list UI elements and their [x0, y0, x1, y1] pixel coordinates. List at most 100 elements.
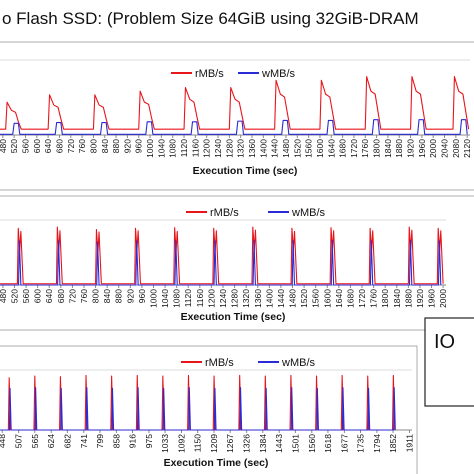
x-tick-label: 1040 [156, 139, 166, 158]
x-tick-label: 1400 [264, 289, 274, 308]
x-tick-label: 1600 [322, 289, 332, 308]
x-tick-label: 1326 [242, 434, 252, 453]
x-axis-title: Execution Time (sec) [193, 165, 298, 177]
x-tick-label: 1618 [323, 434, 333, 453]
x-tick-label: 840 [102, 289, 112, 303]
x-tick-label: 600 [32, 139, 42, 153]
x-tick-label: 720 [67, 289, 77, 303]
x-tick-label: 2000 [428, 139, 438, 158]
x-tick-label: 1092 [177, 434, 187, 453]
x-tick-label: 560 [21, 289, 31, 303]
panel [0, 41, 474, 191]
x-tick-label: 1640 [326, 139, 336, 158]
x-tick-label: 800 [91, 289, 101, 303]
x-tick-label: 1240 [218, 289, 228, 308]
x-tick-label: 1735 [356, 434, 366, 453]
x-tick-label: 975 [144, 434, 154, 448]
panel [0, 195, 474, 331]
x-tick-label: 1677 [339, 434, 349, 453]
x-tick-label: 1760 [369, 289, 379, 308]
x-tick-label: 1360 [247, 139, 257, 158]
x-tick-label: 1033 [160, 434, 170, 453]
x-tick-label: 1120 [183, 289, 193, 308]
x-tick-label: 448 [0, 434, 7, 448]
x-tick-label: 680 [54, 139, 64, 153]
x-tick-label: 1200 [206, 289, 216, 308]
x-tick-label: 1960 [427, 289, 437, 308]
panel [0, 345, 418, 474]
series-line [0, 76, 470, 130]
x-tick-label: 1800 [372, 139, 382, 158]
x-tick-label: 565 [30, 434, 40, 448]
x-tick-label: 1360 [253, 289, 263, 308]
x-tick-label: 2120 [462, 139, 472, 158]
x-tick-label: 480 [0, 139, 8, 153]
x-tick-label: 1560 [311, 289, 321, 308]
x-tick-label: 1000 [145, 139, 155, 158]
x-tick-label: 1680 [338, 139, 348, 158]
legend-label: wMB/s [261, 68, 296, 80]
x-tick-label: 1440 [276, 289, 286, 308]
x-tick-label: 1384 [258, 434, 268, 453]
x-tick-label: 1480 [281, 139, 291, 158]
series-line [0, 387, 396, 431]
x-tick-label: 1880 [403, 289, 413, 308]
x-tick-label: 1600 [315, 139, 325, 158]
x-tick-label: 720 [66, 139, 76, 153]
x-tick-label: 1267 [225, 434, 235, 453]
x-tick-label: 1800 [380, 289, 390, 308]
x-tick-label: 1720 [357, 289, 367, 308]
x-tick-label: 916 [128, 434, 138, 448]
x-tick-label: 1640 [334, 289, 344, 308]
x-tick-label: 1720 [349, 139, 359, 158]
x-tick-label: 600 [33, 289, 43, 303]
x-tick-label: 480 [0, 289, 8, 303]
x-tick-label: 520 [9, 289, 19, 303]
x-tick-label: 1120 [179, 139, 189, 158]
annotation-box [424, 317, 474, 407]
x-tick-label: 1560 [304, 139, 314, 158]
legend-label: rMB/s [210, 207, 239, 219]
x-tick-label: 1443 [274, 434, 284, 453]
x-tick-label: 1920 [406, 139, 416, 158]
x-tick-label: 2040 [440, 139, 450, 158]
x-axis-title: Execution Time (sec) [164, 457, 269, 469]
x-tick-label: 1440 [270, 139, 280, 158]
x-tick-label: 1150 [193, 434, 203, 453]
x-tick-label: 1560 [307, 434, 317, 453]
x-tick-label: 799 [95, 434, 105, 448]
x-tick-label: 1400 [258, 139, 268, 158]
x-tick-label: 1520 [292, 139, 302, 158]
x-tick-label: 680 [56, 289, 66, 303]
x-tick-label: 1080 [168, 139, 178, 158]
x-tick-label: 1040 [160, 289, 170, 308]
x-tick-label: 858 [111, 434, 121, 448]
x-tick-label: 1480 [288, 289, 298, 308]
x-tick-label: 1320 [236, 139, 246, 158]
x-tick-label: 1240 [213, 139, 223, 158]
legend-label: rMB/s [205, 357, 234, 369]
x-tick-label: 560 [20, 139, 30, 153]
x-tick-label: 1880 [394, 139, 404, 158]
x-tick-label: 760 [79, 289, 89, 303]
x-tick-label: 1840 [383, 139, 393, 158]
legend-label: wMB/s [281, 357, 316, 369]
x-tick-label: 1911 [404, 434, 414, 453]
series-line [0, 239, 442, 286]
legend-label: wMB/s [291, 207, 326, 219]
series-line [0, 226, 444, 285]
x-tick-label: 1520 [299, 289, 309, 308]
x-tick-label: 840 [100, 139, 110, 153]
x-tick-label: 1160 [195, 289, 205, 308]
series-line [0, 119, 468, 135]
x-tick-label: 2080 [451, 139, 461, 158]
x-tick-label: 920 [122, 139, 132, 153]
x-tick-label: 624 [46, 434, 56, 448]
x-tick-label: 682 [62, 434, 72, 448]
slide-title: o Flash SSD: (Problem Size 64GiB using 3… [2, 9, 419, 28]
x-tick-label: 960 [134, 139, 144, 153]
x-tick-label: 1760 [360, 139, 370, 158]
annotation: IO [434, 331, 455, 353]
x-tick-label: 1960 [417, 139, 427, 158]
